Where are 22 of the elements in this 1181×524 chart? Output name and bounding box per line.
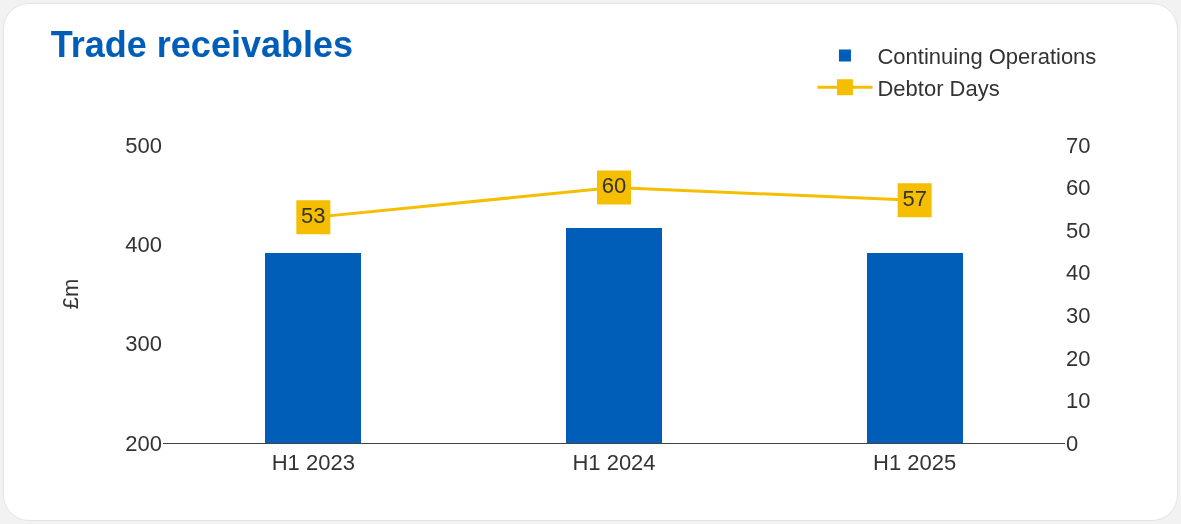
y2-tick-label: 20 (1066, 345, 1091, 371)
x-tick-label: H1 2024 (572, 450, 656, 476)
y2-tick-label: 70 (1066, 132, 1091, 158)
legend-label: Continuing Operations (877, 44, 1097, 70)
y-tick-label: 200 (125, 430, 162, 456)
y-axis-title: £m (58, 278, 84, 310)
chart-title: Trade receivables (50, 24, 353, 66)
y2-tick-label: 0 (1066, 430, 1079, 456)
y2-tick-label: 10 (1066, 388, 1091, 414)
y-tick-label: 300 (125, 331, 162, 357)
x-tick-label: H1 2023 (271, 450, 355, 476)
y2-tick-label: 60 (1066, 175, 1091, 201)
y-tick-label: 500 (125, 132, 162, 158)
y-tick-label: 400 (125, 232, 162, 258)
data-label: 53 (301, 202, 326, 228)
legend-label: Debtor Days (877, 75, 1000, 101)
x-tick-label: H1 2025 (873, 450, 957, 476)
data-label: 57 (902, 185, 927, 211)
y2-tick-label: 30 (1066, 302, 1091, 328)
y2-tick-label: 50 (1066, 217, 1091, 243)
y2-tick-label: 40 (1066, 260, 1091, 286)
data-label: 60 (601, 173, 627, 199)
